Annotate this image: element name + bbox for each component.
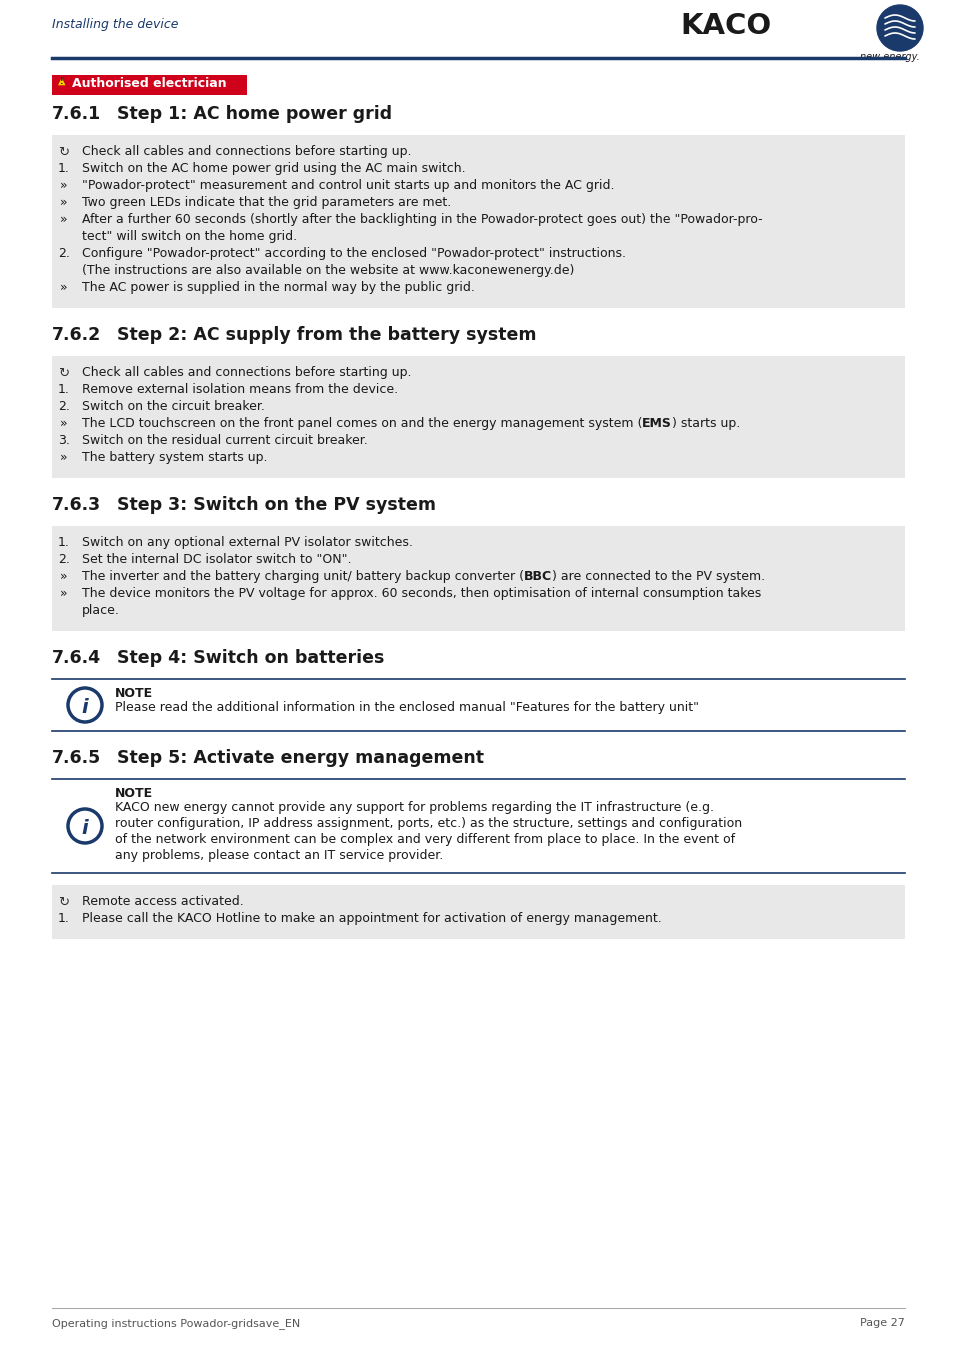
Text: Step 5: Activate energy management: Step 5: Activate energy management [117, 749, 483, 767]
Text: any problems, please contact an IT service provider.: any problems, please contact an IT servi… [115, 849, 443, 863]
Text: Please read the additional information in the enclosed manual "Features for the : Please read the additional information i… [115, 701, 699, 714]
Text: EMS: EMS [641, 417, 672, 431]
Text: Switch on the AC home power grid using the AC main switch.: Switch on the AC home power grid using t… [82, 162, 465, 176]
Text: ↻: ↻ [58, 896, 70, 909]
Text: tect" will switch on the home grid.: tect" will switch on the home grid. [82, 230, 296, 243]
Text: new energy.: new energy. [859, 53, 919, 62]
Text: »: » [60, 180, 68, 192]
Text: 2.: 2. [58, 400, 70, 413]
Text: Step 3: Switch on the PV system: Step 3: Switch on the PV system [117, 495, 436, 514]
Text: Remove external isolation means from the device.: Remove external isolation means from the… [82, 383, 397, 396]
Text: »: » [60, 587, 68, 599]
Text: KACO new energy cannot provide any support for problems regarding the IT infrast: KACO new energy cannot provide any suppo… [115, 801, 713, 814]
Text: »: » [60, 570, 68, 583]
Text: of the network environment can be complex and very different from place to place: of the network environment can be comple… [115, 833, 735, 846]
Text: Switch on any optional external PV isolator switches.: Switch on any optional external PV isola… [82, 536, 413, 549]
Text: 1.: 1. [58, 536, 70, 549]
Text: 3.: 3. [58, 433, 70, 447]
Text: Check all cables and connections before starting up.: Check all cables and connections before … [82, 366, 411, 379]
FancyBboxPatch shape [52, 526, 904, 630]
Text: The LCD touchscreen on the front panel comes on and the energy management system: The LCD touchscreen on the front panel c… [82, 417, 641, 431]
Text: Step 1: AC home power grid: Step 1: AC home power grid [117, 105, 392, 123]
Text: BBC: BBC [523, 570, 552, 583]
Text: The AC power is supplied in the normal way by the public grid.: The AC power is supplied in the normal w… [82, 281, 475, 294]
Text: Step 4: Switch on batteries: Step 4: Switch on batteries [117, 649, 384, 667]
Text: NOTE: NOTE [115, 687, 153, 701]
FancyBboxPatch shape [52, 886, 904, 940]
Text: »: » [60, 451, 68, 464]
Text: Step 2: AC supply from the battery system: Step 2: AC supply from the battery syste… [117, 325, 536, 344]
Text: Two green LEDs indicate that the grid parameters are met.: Two green LEDs indicate that the grid pa… [82, 196, 451, 209]
Text: "Powador-protect" measurement and control unit starts up and monitors the AC gri: "Powador-protect" measurement and contro… [82, 180, 614, 192]
Text: place.: place. [82, 603, 120, 617]
Text: »: » [60, 196, 68, 209]
Text: 1.: 1. [58, 162, 70, 176]
Text: 7.6.5: 7.6.5 [52, 749, 101, 767]
Text: Installing the device: Installing the device [52, 18, 178, 31]
Text: Switch on the residual current circuit breaker.: Switch on the residual current circuit b… [82, 433, 367, 447]
Text: Operating instructions Powador-gridsave_EN: Operating instructions Powador-gridsave_… [52, 1318, 300, 1328]
Text: i: i [82, 698, 89, 717]
Text: ↻: ↻ [58, 146, 70, 159]
Text: 7.6.1: 7.6.1 [52, 105, 101, 123]
Text: Configure "Powador-protect" according to the enclosed "Powador-protect" instruct: Configure "Powador-protect" according to… [82, 247, 625, 261]
Text: 7.6.4: 7.6.4 [52, 649, 101, 667]
Text: router configuration, IP address assignment, ports, etc.) as the structure, sett: router configuration, IP address assignm… [115, 817, 741, 830]
Text: Set the internal DC isolator switch to "ON".: Set the internal DC isolator switch to "… [82, 554, 351, 566]
Text: 1.: 1. [58, 913, 70, 925]
Text: After a further 60 seconds (shortly after the backlighting in the Powador-protec: After a further 60 seconds (shortly afte… [82, 213, 761, 225]
Circle shape [876, 5, 923, 51]
Text: Please call the KACO Hotline to make an appointment for activation of energy man: Please call the KACO Hotline to make an … [82, 913, 661, 925]
Text: (The instructions are also available on the website at www.kaconewenergy.de): (The instructions are also available on … [82, 265, 574, 277]
Text: Page 27: Page 27 [860, 1318, 904, 1328]
Text: 2.: 2. [58, 247, 70, 261]
FancyBboxPatch shape [52, 356, 904, 478]
Text: ) are connected to the PV system.: ) are connected to the PV system. [552, 570, 764, 583]
FancyBboxPatch shape [52, 76, 247, 95]
Text: KACO: KACO [679, 12, 770, 40]
Text: The device monitors the PV voltage for approx. 60 seconds, then optimisation of : The device monitors the PV voltage for a… [82, 587, 760, 599]
Text: »: » [60, 213, 68, 225]
Text: The battery system starts up.: The battery system starts up. [82, 451, 267, 464]
Text: Switch on the circuit breaker.: Switch on the circuit breaker. [82, 400, 265, 413]
Text: 7.6.3: 7.6.3 [52, 495, 101, 514]
Text: »: » [60, 417, 68, 431]
Text: !: ! [60, 77, 64, 86]
Text: The inverter and the battery charging unit/ battery backup converter (: The inverter and the battery charging un… [82, 570, 523, 583]
Text: i: i [82, 819, 89, 838]
Text: ▲: ▲ [58, 76, 66, 86]
Text: Remote access activated.: Remote access activated. [82, 895, 244, 909]
Text: Authorised electrician: Authorised electrician [71, 77, 227, 90]
FancyBboxPatch shape [52, 135, 904, 308]
Text: »: » [60, 281, 68, 294]
Text: ↻: ↻ [58, 367, 70, 379]
Text: 7.6.2: 7.6.2 [52, 325, 101, 344]
Text: NOTE: NOTE [115, 787, 153, 801]
Text: Check all cables and connections before starting up.: Check all cables and connections before … [82, 144, 411, 158]
Text: 2.: 2. [58, 554, 70, 566]
Text: ) starts up.: ) starts up. [672, 417, 740, 431]
Text: 1.: 1. [58, 383, 70, 396]
